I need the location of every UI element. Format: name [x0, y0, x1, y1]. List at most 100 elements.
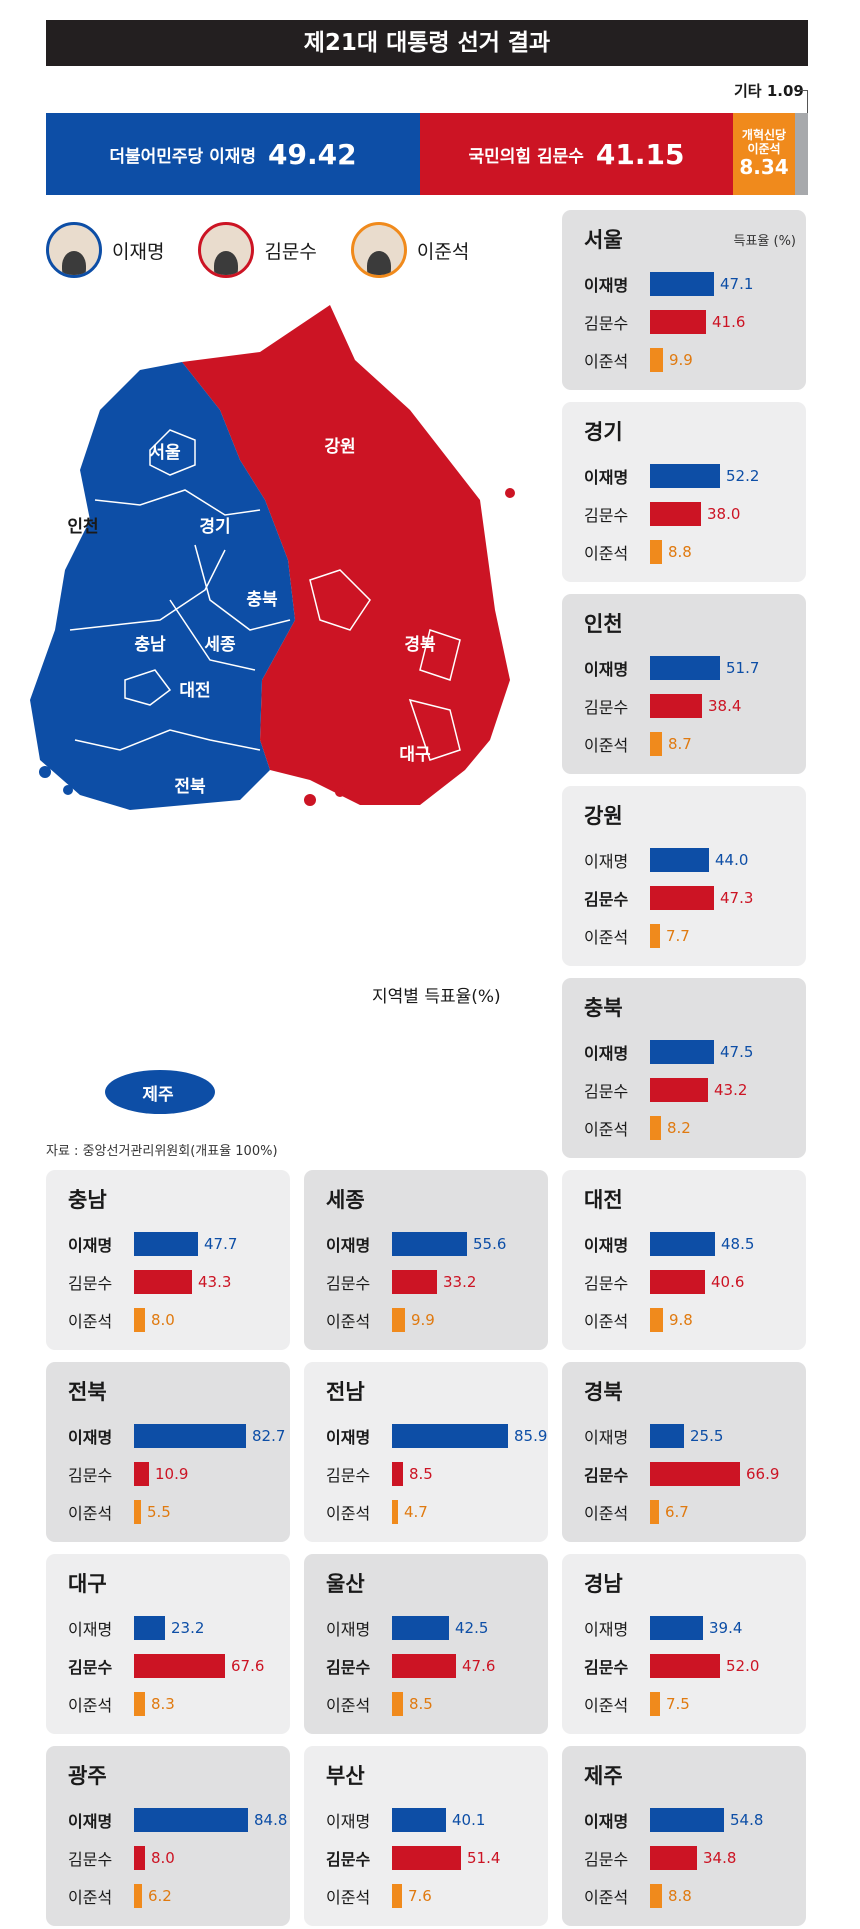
candidate-name: 이재명 [584, 660, 629, 679]
vote-value: 34.8 [703, 1849, 737, 1867]
candidate-row: 김문수 41.6 [584, 303, 745, 341]
vote-bar [134, 1692, 145, 1716]
vote-bar [650, 1616, 703, 1640]
legend-label: 김문수 [264, 240, 317, 263]
region-card: 충남 이재명 47.7 김문수 43.3 이준석 8.0 [46, 1170, 290, 1350]
candidate-name: 이준석 [68, 1888, 113, 1907]
map-label-gyeonggi: 경기 [199, 517, 230, 537]
candidate-name: 이재명 [584, 1236, 629, 1255]
legend-label: 이준석 [416, 240, 470, 263]
candidate-name: 이재명 [584, 276, 629, 295]
avatar-kim-moonsoo [198, 222, 255, 278]
map-region-east [182, 305, 510, 805]
candidate-row: 이준석 8.0 [68, 1301, 175, 1339]
vote-bar [650, 1424, 684, 1448]
legend-item-lee-junseok: 이준석 [350, 222, 470, 278]
candidate-row: 김문수 47.3 [584, 879, 753, 917]
region-name: 전남 [326, 1380, 365, 1404]
candidate-name: 이재명 [326, 1428, 371, 1447]
region-name: 세종 [326, 1188, 365, 1212]
candidate-row: 이준석 9.9 [584, 341, 693, 379]
candidate-row: 이준석 7.5 [584, 1685, 690, 1723]
vote-value: 8.8 [668, 1887, 692, 1905]
region-card: 광주 이재명 84.8 김문수 8.0 이준석 6.2 [46, 1746, 290, 1926]
candidate-row: 이준석 8.8 [584, 1877, 692, 1915]
vote-value: 51.7 [726, 659, 760, 677]
candidate-name: 이재명 [326, 1236, 371, 1255]
region-card: 경북 이재명 25.5 김문수 66.9 이준석 6.7 [562, 1362, 806, 1542]
vote-bar [650, 272, 714, 296]
national-bar-lee-jaemyung: 더불어민주당 이재명 49.42 [46, 113, 420, 195]
vote-bar [650, 464, 720, 488]
map-label-gyeongbuk: 경북 [404, 635, 436, 655]
map-label-daegu: 대구 [399, 745, 431, 765]
candidate-name: 이준석 [68, 1504, 113, 1523]
vote-value: 47.5 [720, 1043, 754, 1061]
national-label-lee-jaemyung: 더불어민주당 이재명 [109, 146, 257, 167]
candidate-row: 이재명 42.5 [326, 1609, 488, 1647]
map-label-sejong: 세종 [204, 635, 236, 655]
region-card: 인천 이재명 51.7 김문수 38.4 이준석 8.7 [562, 594, 806, 774]
candidate-name: 김문수 [584, 1850, 629, 1869]
vote-value: 47.6 [462, 1657, 496, 1675]
vote-bar [650, 924, 660, 948]
vote-bar [134, 1616, 165, 1640]
candidate-name: 김문수 [68, 1658, 113, 1677]
region-card: 전북 이재명 82.7 김문수 10.9 이준석 5.5 [46, 1362, 290, 1542]
candidate-name: 이재명 [68, 1428, 113, 1447]
candidate-row: 김문수 33.2 [326, 1263, 476, 1301]
candidate-row: 김문수 67.6 [68, 1647, 264, 1685]
candidate-row: 김문수 47.6 [326, 1647, 495, 1685]
map-label-gwangju: 광주 [144, 870, 176, 890]
candidate-row: 이재명 51.7 [584, 649, 759, 687]
candidate-name: 김문수 [584, 314, 629, 333]
candidate-row: 이준석 8.7 [584, 725, 692, 763]
candidate-row: 이준석 8.5 [326, 1685, 433, 1723]
vote-bar [392, 1884, 402, 1908]
other-leader-line [800, 90, 808, 113]
candidate-name: 이준석 [68, 1696, 113, 1715]
vote-bar [650, 540, 662, 564]
other-label: 기타 1.09 [734, 82, 804, 100]
vote-value: 38.4 [708, 697, 742, 715]
region-card: 경남 이재명 39.4 김문수 52.0 이준석 7.5 [562, 1554, 806, 1734]
candidate-name: 김문수 [584, 1082, 629, 1101]
region-name: 충북 [584, 996, 623, 1020]
map-label-seoul: 서울 [149, 443, 181, 463]
vote-bar [650, 1232, 715, 1256]
vote-value: 51.4 [467, 1849, 501, 1867]
candidate-name: 김문수 [584, 890, 629, 909]
candidate-row: 이준석 9.9 [326, 1301, 435, 1339]
map-label-busan: 부산 [427, 860, 459, 880]
vote-bar [650, 1654, 720, 1678]
vote-bar [650, 1846, 697, 1870]
vote-bar [392, 1270, 437, 1294]
vote-bar [650, 1500, 659, 1524]
region-card: 대전 이재명 48.5 김문수 40.6 이준석 9.8 [562, 1170, 806, 1350]
vote-value: 7.7 [666, 927, 690, 945]
vote-value: 48.5 [721, 1235, 755, 1253]
vote-bar [650, 732, 662, 756]
region-name: 대구 [68, 1572, 107, 1596]
region-name: 광주 [68, 1764, 107, 1788]
vote-bar [392, 1462, 403, 1486]
vote-bar [650, 656, 720, 680]
avatar-lee-jaemyung [46, 222, 102, 278]
region-card: 서울 득표율 (%) 이재명 47.1 김문수 41.6 이준석 9.9 [562, 210, 806, 390]
vote-value: 43.3 [198, 1273, 232, 1291]
region-name: 강원 [584, 804, 623, 828]
vote-value: 5.5 [147, 1503, 171, 1521]
vote-value: 40.6 [711, 1273, 745, 1291]
region-card: 제주 이재명 54.8 김문수 34.8 이준석 8.8 [562, 1746, 806, 1926]
vote-value: 8.5 [409, 1465, 433, 1483]
candidate-row: 이준석 5.5 [68, 1493, 171, 1531]
map-label-gangwon: 강원 [324, 437, 355, 457]
national-label-kim-moonsoo: 국민의힘 김문수 [468, 146, 584, 167]
candidate-row: 이재명 47.7 [68, 1225, 237, 1263]
candidate-row: 이준석 6.7 [584, 1493, 689, 1531]
vote-value: 41.6 [712, 313, 746, 331]
region-card: 울산 이재명 42.5 김문수 47.6 이준석 8.5 [304, 1554, 548, 1734]
region-card: 대구 이재명 23.2 김문수 67.6 이준석 8.3 [46, 1554, 290, 1734]
map-label-jeonbuk: 전북 [174, 777, 206, 797]
vote-value: 66.9 [746, 1465, 780, 1483]
